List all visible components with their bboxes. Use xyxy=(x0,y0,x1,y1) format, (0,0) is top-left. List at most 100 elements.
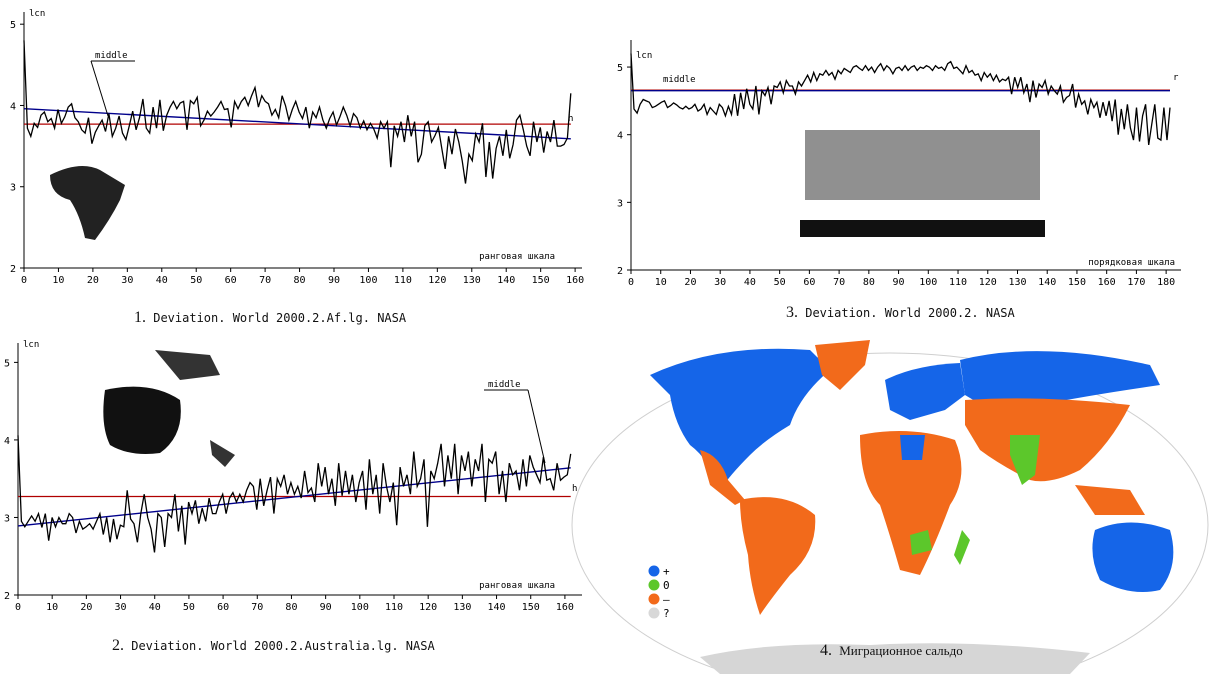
greenland xyxy=(815,340,870,390)
x-axis-label: ранговая шкала xyxy=(479,252,555,262)
y-tick-label: 4 xyxy=(4,436,10,447)
x-tick-label: 10 xyxy=(655,277,667,288)
trend-line xyxy=(23,108,571,140)
x-tick-label: 70 xyxy=(251,602,263,613)
x-tick-label: 10 xyxy=(46,602,58,613)
x-tick-label: 130 xyxy=(1008,277,1026,288)
y-tick-label: 4 xyxy=(617,131,623,142)
x-tick-label: 30 xyxy=(714,277,726,288)
x-tick-label: 130 xyxy=(463,275,481,286)
x-tick-label: 150 xyxy=(522,602,540,613)
x-tick-label: 170 xyxy=(1127,277,1145,288)
legend-swatch xyxy=(648,593,660,605)
y-tick-label: 2 xyxy=(10,264,16,275)
x-tick-label: 150 xyxy=(1068,277,1086,288)
y-tick-label: 4 xyxy=(10,101,16,112)
x-tick-label: 40 xyxy=(156,275,168,286)
annotation-pointer xyxy=(527,389,546,464)
x-tick-label: 160 xyxy=(566,275,584,286)
libya xyxy=(900,435,925,460)
x-tick-label: 130 xyxy=(453,602,471,613)
trend-line xyxy=(17,467,571,527)
caption-1: 1. Deviation. World 2000.2.Af.lg. NASA xyxy=(134,309,407,326)
end-annotation: r xyxy=(1173,73,1179,83)
x-tick-label: 40 xyxy=(149,602,161,613)
x-tick-label: 80 xyxy=(285,602,297,613)
x-tick-label: 140 xyxy=(1038,277,1056,288)
x-tick-label: 60 xyxy=(217,602,229,613)
south-america xyxy=(740,497,816,615)
x-tick-label: 100 xyxy=(919,277,937,288)
legend-label: + xyxy=(663,565,670,578)
y-tick-label: 5 xyxy=(10,20,16,31)
x-tick-label: 0 xyxy=(21,275,27,286)
central-america xyxy=(700,450,745,505)
x-tick-label: 160 xyxy=(556,602,574,613)
y-tick-label: 3 xyxy=(4,513,10,524)
x-tick-label: 20 xyxy=(80,602,92,613)
x-tick-label: 30 xyxy=(121,275,133,286)
annotation-pointer xyxy=(90,60,109,117)
africa xyxy=(860,431,962,575)
chart-3-panel: 2 3 4 5 0 10 20 30 40 50 60 70 80 90 100 110 120 130 140 15… xyxy=(605,30,1205,300)
y-tick-label: 5 xyxy=(4,358,10,369)
series-line xyxy=(17,435,572,553)
x-axis-label: порядковая шкала xyxy=(1088,258,1175,268)
x-tick-label: 140 xyxy=(497,275,515,286)
series-line xyxy=(630,53,1171,145)
x-tick-label: 80 xyxy=(294,275,306,286)
y-tick-label: 2 xyxy=(617,266,623,277)
india xyxy=(1010,435,1040,485)
southeast-asia xyxy=(1075,485,1145,515)
southern-africa xyxy=(910,530,932,555)
x-tick-label: 50 xyxy=(190,275,202,286)
north-america xyxy=(650,348,830,490)
y-axis-label: lcn xyxy=(29,9,45,19)
world-migration-map: +0–? xyxy=(571,340,1209,678)
x-tick-label: 120 xyxy=(419,602,437,613)
end-annotation: h xyxy=(572,484,577,494)
x-tick-label: 90 xyxy=(893,277,905,288)
world-inset-map xyxy=(800,130,1045,237)
x-tick-label: 100 xyxy=(351,602,369,613)
africa-inset-map xyxy=(50,166,125,240)
x-tick-label: 70 xyxy=(259,275,271,286)
legend-label: ? xyxy=(663,607,670,620)
caption-2: 2. Deviation. World 2000.2.Australia.lg.… xyxy=(112,637,435,654)
y-tick-label: 2 xyxy=(4,591,10,602)
europe xyxy=(885,363,965,420)
x-tick-label: 90 xyxy=(320,602,332,613)
legend-label: 0 xyxy=(663,579,670,592)
legend-label: – xyxy=(663,593,670,606)
middle-annotation: middle xyxy=(95,51,128,61)
x-tick-label: 120 xyxy=(979,277,997,288)
x-tick-label: 110 xyxy=(949,277,967,288)
australia-inset-map xyxy=(103,350,235,467)
y-axis-label: lcn xyxy=(23,340,39,350)
y-tick-label: 3 xyxy=(617,198,623,209)
series-line xyxy=(23,40,572,184)
y-tick-label: 5 xyxy=(617,63,623,74)
x-tick-label: 50 xyxy=(774,277,786,288)
x-tick-label: 110 xyxy=(385,602,403,613)
x-tick-label: 60 xyxy=(225,275,237,286)
legend-swatch xyxy=(648,579,660,591)
x-tick-label: 90 xyxy=(328,275,340,286)
russia xyxy=(960,351,1160,410)
y-tick-label: 3 xyxy=(10,183,16,194)
caption-3: 3. Deviation. World 2000.2. NASA xyxy=(786,304,1015,321)
x-axis-label: ранговая шкала xyxy=(479,581,555,591)
middle-annotation: middle xyxy=(663,75,696,85)
legend-swatch xyxy=(648,565,660,577)
x-tick-label: 20 xyxy=(684,277,696,288)
middle-annotation: middle xyxy=(488,380,521,390)
australia xyxy=(1092,522,1174,593)
migration-map-panel: +0–? xyxy=(570,335,1210,678)
x-tick-label: 60 xyxy=(803,277,815,288)
x-tick-label: 80 xyxy=(863,277,875,288)
chart-2-panel: 2 3 4 5 0 10 20 30 40 50 60 70 80 90 100 110 120 130 140 15… xyxy=(0,333,600,633)
x-tick-label: 110 xyxy=(394,275,412,286)
